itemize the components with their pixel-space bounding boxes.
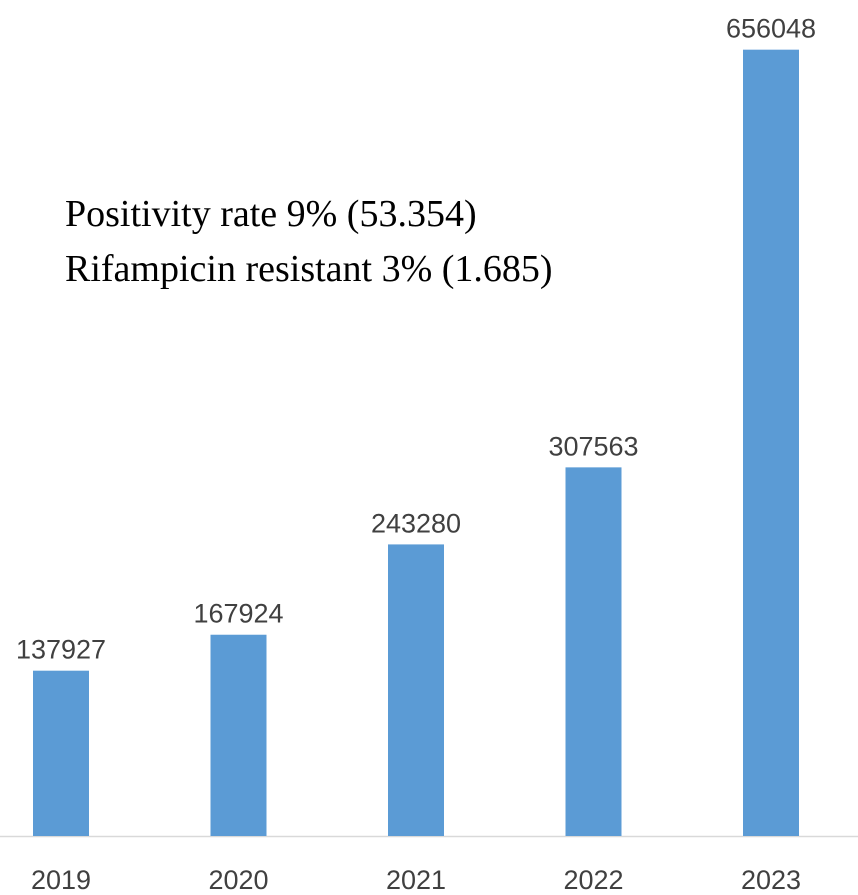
data-label: 167924 bbox=[193, 599, 283, 629]
x-tick-label: 2020 bbox=[208, 865, 268, 895]
annotation: Rifampicin resistant 3% (1.685) bbox=[65, 248, 553, 290]
data-label: 137927 bbox=[16, 635, 106, 665]
bar bbox=[33, 670, 89, 836]
data-label: 656048 bbox=[726, 14, 816, 44]
bar bbox=[388, 544, 444, 836]
x-tick-label: 2023 bbox=[741, 865, 801, 895]
bar bbox=[743, 49, 799, 836]
data-label: 243280 bbox=[371, 508, 461, 538]
annotation: Positivity rate 9% (53.354) bbox=[65, 193, 477, 235]
bar bbox=[565, 467, 622, 836]
x-tick-label: 2022 bbox=[563, 865, 623, 895]
x-tick-label: 2021 bbox=[386, 865, 446, 895]
bar bbox=[210, 634, 267, 836]
x-tick-label: 2019 bbox=[31, 865, 91, 895]
data-label: 307563 bbox=[548, 431, 638, 461]
